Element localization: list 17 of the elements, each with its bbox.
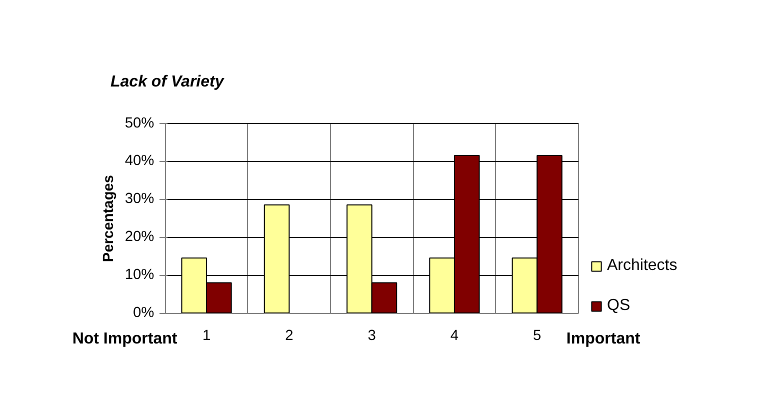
y-tick-label: 0% xyxy=(133,305,154,322)
legend-label: QS xyxy=(607,297,630,315)
y-tick-label: 50% xyxy=(124,115,154,132)
x-tick-label: 5 xyxy=(533,328,542,344)
x-tick-label: 1 xyxy=(202,328,211,344)
y-tick-label: 10% xyxy=(124,267,154,284)
y-tick-label: 40% xyxy=(124,153,154,170)
x-tick-label: 4 xyxy=(450,328,459,344)
text: Important xyxy=(566,330,641,348)
y-axis-title: Percentages xyxy=(101,174,118,262)
x-tick-label: 3 xyxy=(368,328,376,344)
legend-label: Architects xyxy=(607,257,678,275)
y-tick-label: 30% xyxy=(124,191,154,208)
y-tick-label: 20% xyxy=(124,229,154,246)
chart-title: Lack of Variety xyxy=(110,74,225,90)
text: Not Important xyxy=(72,330,178,348)
x-tick-label: 2 xyxy=(285,328,294,344)
